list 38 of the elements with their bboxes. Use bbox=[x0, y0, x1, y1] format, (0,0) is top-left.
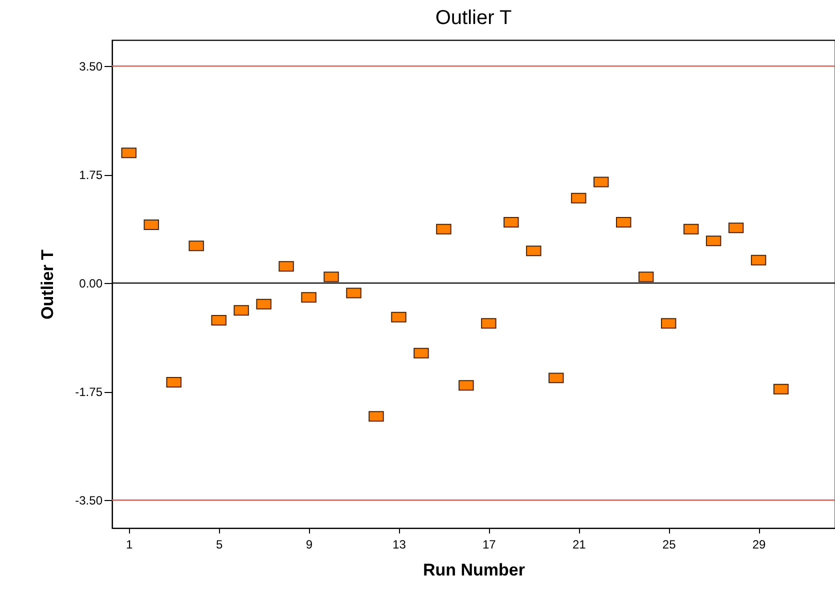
point bbox=[278, 261, 294, 272]
point bbox=[548, 372, 564, 384]
point bbox=[504, 217, 519, 228]
x-tick-label: 5 bbox=[216, 538, 223, 552]
point bbox=[346, 288, 362, 298]
x-tick-label: 21 bbox=[572, 538, 586, 552]
point bbox=[121, 148, 136, 158]
x-tick-label: 9 bbox=[306, 538, 313, 552]
point bbox=[571, 192, 586, 204]
y-tick-label: -3.50 bbox=[75, 494, 103, 508]
x-tick-label: 17 bbox=[482, 538, 496, 552]
point bbox=[166, 377, 182, 388]
y-tick-label: -1.75 bbox=[75, 385, 103, 400]
y-tick-label: 3.50 bbox=[79, 60, 103, 74]
y-tick-label: 0.00 bbox=[79, 276, 103, 291]
point bbox=[188, 240, 204, 252]
point bbox=[256, 298, 272, 310]
x-tick-label: 1 bbox=[126, 538, 134, 552]
point bbox=[234, 305, 249, 316]
point bbox=[436, 224, 452, 234]
chart-title: Outlier T bbox=[435, 7, 512, 29]
point bbox=[414, 348, 429, 358]
x-axis-title: Run Number bbox=[423, 560, 526, 580]
point bbox=[368, 411, 384, 422]
point bbox=[391, 312, 406, 322]
point bbox=[458, 380, 474, 391]
point bbox=[481, 318, 496, 329]
point bbox=[144, 220, 159, 230]
y-tick-label: 1.75 bbox=[79, 168, 103, 182]
point bbox=[594, 176, 609, 188]
point bbox=[526, 246, 542, 256]
point bbox=[301, 292, 316, 303]
x-tick-label: 25 bbox=[662, 538, 676, 552]
x-tick-label: 29 bbox=[752, 538, 766, 552]
point bbox=[324, 272, 339, 282]
y-axis-title: Outlier T bbox=[38, 248, 58, 320]
point bbox=[211, 315, 226, 326]
x-tick-label: 13 bbox=[392, 538, 406, 552]
